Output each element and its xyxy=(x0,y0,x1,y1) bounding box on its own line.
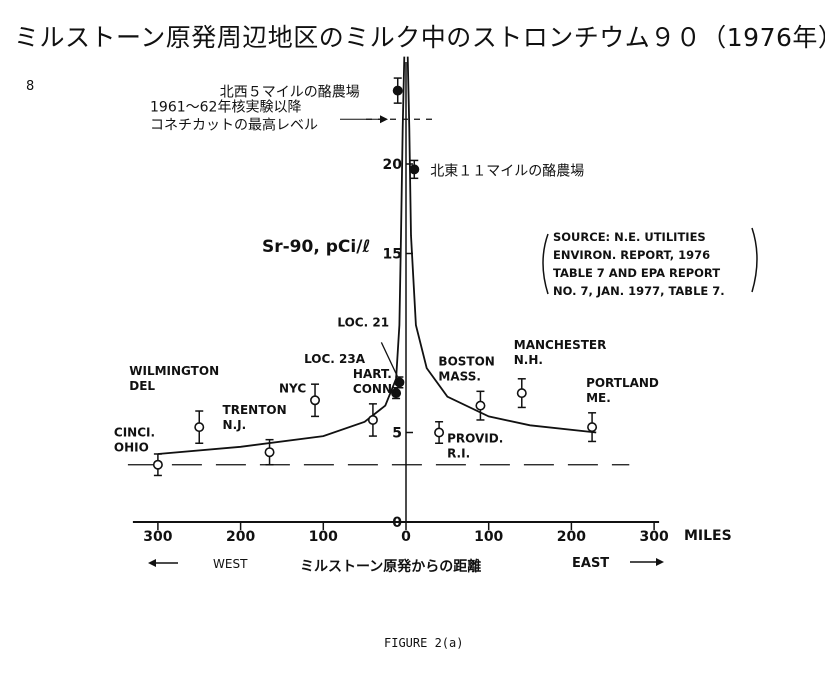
reference-lines-layer xyxy=(127,118,630,466)
x-tick-label-3: 0 xyxy=(401,529,411,545)
point-label-7-0: 北西５マイルの酪農場 xyxy=(220,85,360,101)
point-label-4-1: CONN. xyxy=(353,382,397,396)
x-tick-label-0: 300 xyxy=(143,529,172,545)
x-tick-label-2: 100 xyxy=(309,529,338,545)
point-label-5-0: LOC. 23A xyxy=(304,352,366,366)
source-note-line-2: ENVIRON. REPORT, 1976 xyxy=(553,248,710,262)
west-arrow xyxy=(148,559,178,567)
data-point-11 xyxy=(516,388,527,399)
point-label-10-1: MASS. xyxy=(438,370,481,384)
east-label: EAST xyxy=(572,556,609,571)
point-label-11-0: MANCHESTER xyxy=(514,338,607,352)
data-point-3 xyxy=(310,395,321,406)
point-label-4-0: HART. xyxy=(353,367,392,381)
data-point-9 xyxy=(434,427,445,438)
point-label-11-1: N.H. xyxy=(514,353,543,367)
y-tick-label-2: 15 xyxy=(383,247,402,263)
point-label-12-0: PORTLAND xyxy=(586,376,659,390)
point-label-9-0: PROVID. xyxy=(447,432,503,446)
point-label-0-1: OHIO xyxy=(114,441,149,455)
curves-layer xyxy=(157,56,597,455)
data-point-6 xyxy=(394,377,405,388)
point-label-1-1: DEL xyxy=(129,379,155,393)
data-point-8 xyxy=(409,164,420,175)
source-note-bracket-right xyxy=(751,227,758,293)
point-label-1-0: WILMINGTON xyxy=(129,364,219,378)
point-label-2-1: N.J. xyxy=(223,418,247,432)
page-title: ミルストーン原発周辺地区のミルク中のストロンチウム９０（1976年） xyxy=(14,23,825,52)
x-tick-label-5: 200 xyxy=(557,529,586,545)
source-note-line-1: SOURCE: N.E. UTILITIES xyxy=(553,230,706,244)
x-tick-label-6: 300 xyxy=(639,529,668,545)
reference-line-label-0-1: コネチカットの最高レベル xyxy=(150,116,318,133)
x-tick-label-4: 100 xyxy=(474,529,503,545)
data-point-2 xyxy=(264,447,275,458)
data-point-5 xyxy=(391,388,402,399)
point-label-10-0: BOSTON xyxy=(438,355,494,369)
source-note-line-4: NO. 7, JAN. 1977, TABLE 7. xyxy=(553,284,725,298)
points-layer xyxy=(152,77,598,477)
y-tick-label-0: 0 xyxy=(392,515,402,531)
point-label-6-0: LOC. 21 xyxy=(337,315,389,329)
source-note: SOURCE: N.E. UTILITIES ENVIRON. REPORT, … xyxy=(542,227,758,298)
x-axis-label: ミルストーン原発からの距離 xyxy=(300,558,481,575)
point-label-2-0: TRENTON xyxy=(223,403,287,417)
east-arrow xyxy=(630,558,664,566)
y-tick-label-1: 5 xyxy=(392,426,402,442)
reference-line-label-0-0: 1961～62年核実験以降 xyxy=(150,99,301,115)
data-point-1 xyxy=(194,422,205,433)
point-label-3-0: NYC xyxy=(279,381,306,395)
y-tick-label-3: 20 xyxy=(383,157,403,173)
data-point-4 xyxy=(367,414,378,425)
y-axis-label: Sr-90, pCi/ℓ xyxy=(262,237,370,257)
west-label: WEST xyxy=(213,557,248,571)
figure-caption: FIGURE 2(a) xyxy=(384,636,464,650)
reference-arrow-head xyxy=(380,115,388,124)
source-note-bracket-left xyxy=(542,233,549,295)
source-note-line-3: TABLE 7 AND EPA REPORT xyxy=(553,266,720,280)
page-number: 8 xyxy=(26,79,35,94)
data-point-10 xyxy=(475,400,486,411)
axes-layer: 300 200 100 0 100 200 300 0 5 15 20 xyxy=(132,62,669,545)
loc21-pointer xyxy=(380,342,398,377)
point-label-9-1: R.I. xyxy=(447,447,470,461)
data-point-7 xyxy=(392,85,403,96)
fit-curve-0 xyxy=(157,56,406,455)
data-point-0 xyxy=(152,459,163,470)
data-point-12 xyxy=(587,422,598,433)
point-label-12-1: ME. xyxy=(586,391,611,405)
x-tick-label-1: 200 xyxy=(226,529,255,545)
fit-curve-1 xyxy=(406,56,597,434)
x-axis-unit: MILES xyxy=(684,528,732,544)
point-label-0-0: CINCI. xyxy=(114,426,155,440)
point-label-8-0: 北東１１マイルの酪農場 xyxy=(430,163,584,179)
